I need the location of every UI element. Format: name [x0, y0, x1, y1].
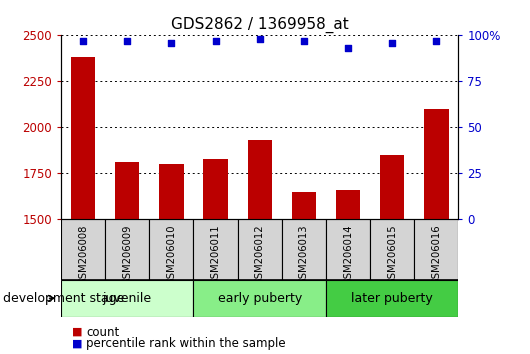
Point [255, 36, 264, 42]
Text: GSM206009: GSM206009 [122, 224, 132, 285]
Text: development stage: development stage [3, 292, 124, 305]
Bar [292, 192, 316, 219]
Bar [424, 109, 448, 219]
Point [299, 38, 308, 44]
Point [344, 45, 352, 51]
Point [211, 38, 220, 44]
Text: ■: ■ [72, 338, 82, 348]
Bar [282, 219, 326, 280]
Text: GSM206013: GSM206013 [299, 224, 309, 285]
Text: early puberty: early puberty [218, 292, 302, 305]
Text: juvenile: juvenile [103, 292, 152, 305]
Text: GSM206011: GSM206011 [210, 224, 220, 285]
Point [79, 38, 87, 44]
Text: GSM206008: GSM206008 [78, 224, 88, 285]
Text: ■: ■ [72, 327, 82, 337]
Point [167, 40, 175, 46]
Bar [193, 219, 237, 280]
Bar [159, 164, 183, 219]
Text: count: count [86, 326, 120, 338]
Bar [71, 57, 95, 219]
Point [432, 38, 440, 44]
Text: GSM206016: GSM206016 [431, 224, 441, 285]
Text: GSM206015: GSM206015 [387, 224, 397, 285]
Bar [105, 219, 149, 280]
Text: GSM206010: GSM206010 [166, 224, 176, 285]
Point [388, 40, 396, 46]
Bar [370, 219, 414, 280]
Bar [326, 280, 458, 317]
Bar [193, 280, 326, 317]
Bar [326, 219, 370, 280]
Text: later puberty: later puberty [351, 292, 433, 305]
Text: GSM206014: GSM206014 [343, 224, 353, 285]
Bar [115, 162, 139, 219]
Bar [380, 155, 404, 219]
Text: GSM206012: GSM206012 [255, 224, 264, 285]
Bar [61, 280, 193, 317]
Bar [61, 219, 105, 280]
Bar [204, 159, 228, 219]
Bar [237, 219, 282, 280]
Bar [414, 219, 458, 280]
Text: percentile rank within the sample: percentile rank within the sample [86, 337, 286, 350]
Bar [336, 190, 360, 219]
Bar [248, 140, 272, 219]
Bar [149, 219, 193, 280]
Point [123, 38, 131, 44]
Title: GDS2862 / 1369958_at: GDS2862 / 1369958_at [171, 16, 349, 33]
